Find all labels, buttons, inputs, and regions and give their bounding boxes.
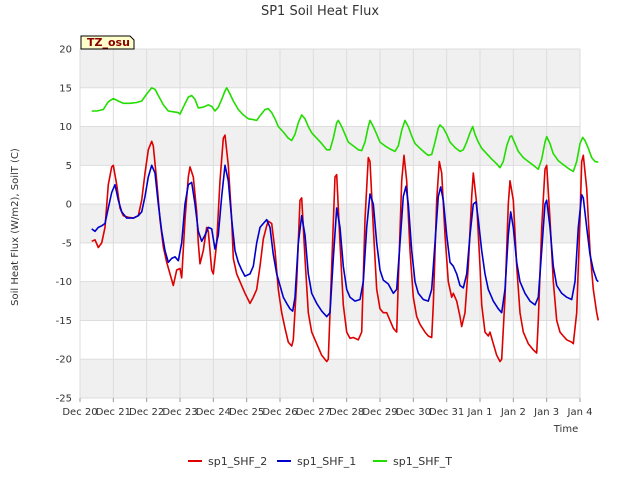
plot-band [80,49,580,88]
tz-annotation-text: TZ_osu [87,36,130,49]
x-tick-label: Dec 30 [396,407,431,418]
tz-annotation-box [80,35,135,50]
y-axis-label: Soil Heat Flux (W/m2), SoilT (C) [10,148,21,306]
y-tick-label: 0 [66,200,72,211]
series-line-sp1_SHF_1 [91,164,599,318]
y-tick-label: 15 [59,83,72,94]
x-tick-label: Jan 4 [567,407,593,418]
chart-title: SP1 Soil Heat Flux [261,4,379,19]
x-tick-label: Dec 23 [162,407,197,418]
legend-label-sp1_SHF_2: sp1_SHF_2 [208,455,267,468]
series-line-sp1_SHF_T [91,87,599,173]
legend-label-sp1_SHF_T: sp1_SHF_T [393,455,452,468]
x-tick-label: Dec 22 [129,407,164,418]
x-tick-label: Jan 2 [500,407,526,418]
y-axis-ticks: -25 -20 -15 -10 -5 0 5 10 15 20 [56,45,72,405]
y-tick-label: -25 [56,394,72,405]
plot-band [80,359,580,398]
x-tick-label: Dec 24 [196,407,231,418]
series-line-sp1_SHF_2 [91,134,600,363]
legend: sp1_SHF_2 sp1_SHF_1 sp1_SHF_T [188,455,452,468]
x-tick-label: Dec 26 [262,407,297,418]
grid-lines [79,48,581,399]
x-tick-label: Dec 28 [329,407,364,418]
y-tick-label: 20 [59,45,72,56]
plot-band [80,126,580,166]
plot-band [80,204,580,243]
legend-label-sp1_SHF_1: sp1_SHF_1 [297,455,356,468]
y-tick-label: 10 [59,122,72,133]
series-layer [91,87,600,363]
x-axis-label: Time [553,424,578,435]
x-tick-label: Jan 1 [467,407,493,418]
x-tick-label: Dec 20 [62,407,97,418]
y-tick-label: -10 [56,277,72,288]
x-tick-label: Jan 3 [533,407,559,418]
x-tick-label: Dec 25 [229,407,264,418]
y-tick-label: -5 [62,238,72,249]
tz-annotation: TZ_osu [80,35,135,50]
x-tick-label: Dec 31 [429,407,464,418]
y-tick-label: -15 [56,316,72,327]
y-tick-label: 5 [66,161,72,172]
x-tick-label: Dec 21 [96,407,131,418]
plot-area [80,49,580,398]
x-tick-label: Dec 29 [362,407,397,418]
x-tick-label: Dec 27 [296,407,331,418]
y-tick-label: -20 [56,355,72,366]
